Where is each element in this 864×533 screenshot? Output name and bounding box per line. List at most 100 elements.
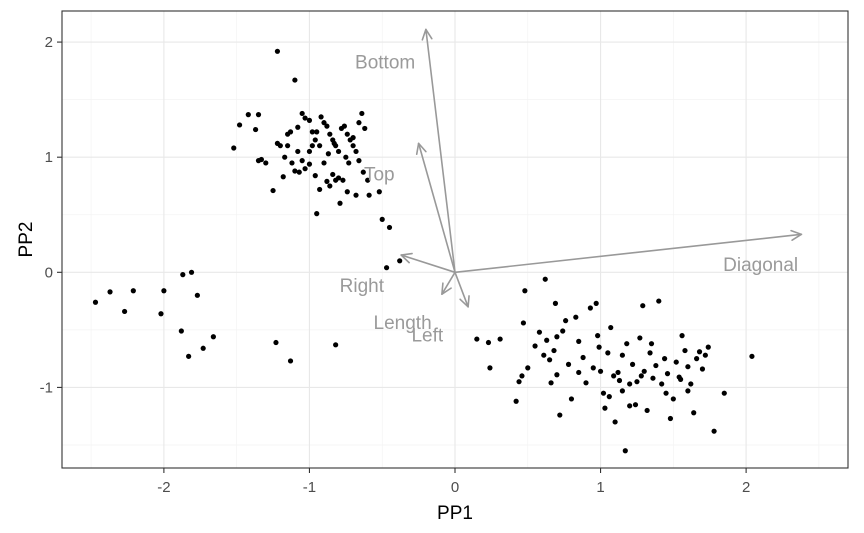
data-point — [659, 381, 665, 387]
data-point — [327, 131, 333, 137]
arrow-shaft — [417, 142, 456, 274]
data-point — [383, 265, 390, 271]
data-point — [691, 410, 697, 416]
data-point — [344, 131, 350, 137]
loading-arrow-left — [454, 271, 470, 308]
data-point — [615, 369, 621, 376]
data-point — [593, 300, 599, 306]
data-point — [397, 258, 403, 264]
x-axis-title: PP1 — [437, 503, 473, 524]
data-point — [513, 398, 519, 404]
data-point — [650, 375, 656, 381]
data-point — [318, 114, 324, 120]
loading-label-left: Left — [411, 325, 443, 346]
data-point — [648, 341, 655, 347]
data-point — [663, 390, 669, 396]
data-point — [178, 328, 184, 334]
data-point — [350, 143, 356, 149]
data-point — [711, 428, 717, 434]
data-point — [647, 350, 653, 356]
data-point — [548, 380, 554, 386]
data-point — [362, 125, 368, 132]
data-point — [554, 334, 560, 340]
loading-arrow-right — [400, 252, 456, 274]
data-point — [365, 177, 371, 183]
data-point — [282, 154, 288, 160]
data-point — [619, 388, 625, 394]
data-point — [580, 354, 586, 361]
data-point — [611, 373, 617, 379]
x-tick-label: -1 — [303, 479, 316, 496]
data-point — [536, 329, 543, 335]
data-point — [596, 344, 602, 350]
data-point — [656, 298, 662, 304]
data-point — [340, 177, 346, 183]
data-point — [188, 269, 195, 275]
data-point — [287, 358, 294, 364]
data-point — [231, 145, 237, 151]
data-point — [200, 345, 206, 351]
data-point — [619, 352, 625, 358]
data-point — [485, 339, 492, 346]
data-point — [353, 148, 359, 155]
data-point — [664, 371, 671, 377]
data-point — [653, 362, 659, 369]
data-point — [637, 335, 643, 341]
data-point — [321, 160, 327, 166]
data-point — [186, 353, 192, 359]
data-point — [696, 349, 703, 355]
data-point — [386, 224, 393, 231]
data-point — [299, 110, 305, 117]
data-point — [280, 174, 286, 180]
data-point — [640, 303, 646, 309]
arrow-head — [415, 142, 427, 156]
data-point — [608, 324, 614, 331]
data-point — [679, 333, 685, 339]
data-point — [130, 288, 136, 294]
data-point — [344, 189, 350, 195]
y-tick-label: 2 — [45, 34, 53, 51]
data-point — [627, 381, 633, 387]
data-point — [634, 379, 640, 385]
data-point — [314, 210, 320, 217]
data-point — [194, 292, 200, 298]
data-point — [590, 365, 596, 371]
data-point — [121, 308, 128, 315]
data-point — [602, 405, 608, 411]
data-point — [325, 151, 331, 157]
data-point — [317, 186, 323, 193]
data-point — [616, 377, 623, 384]
data-point — [667, 415, 674, 422]
data-point — [324, 123, 330, 129]
data-point — [554, 372, 560, 378]
data-point — [343, 154, 349, 160]
loading-arrow-top — [415, 142, 456, 274]
arrow-shaft — [425, 28, 456, 274]
data-point — [605, 350, 611, 356]
data-point — [597, 368, 604, 374]
data-point — [587, 305, 593, 311]
data-point — [245, 112, 251, 118]
data-point — [252, 126, 259, 133]
x-tick-label: -2 — [157, 479, 170, 496]
data-point — [333, 342, 339, 348]
data-point — [622, 448, 628, 454]
data-point — [551, 347, 557, 354]
data-point — [519, 373, 525, 379]
data-point — [309, 129, 315, 135]
data-point — [324, 178, 330, 184]
data-point — [557, 412, 563, 418]
data-point — [263, 160, 269, 166]
data-point — [673, 359, 679, 365]
data-point — [295, 124, 301, 130]
data-point — [317, 143, 323, 149]
data-point — [532, 343, 538, 349]
data-point — [295, 148, 301, 155]
data-point — [568, 396, 575, 402]
data-point — [721, 390, 727, 396]
data-point — [92, 299, 99, 305]
data-point — [274, 48, 281, 54]
data-point — [366, 192, 372, 198]
data-point — [292, 168, 298, 174]
